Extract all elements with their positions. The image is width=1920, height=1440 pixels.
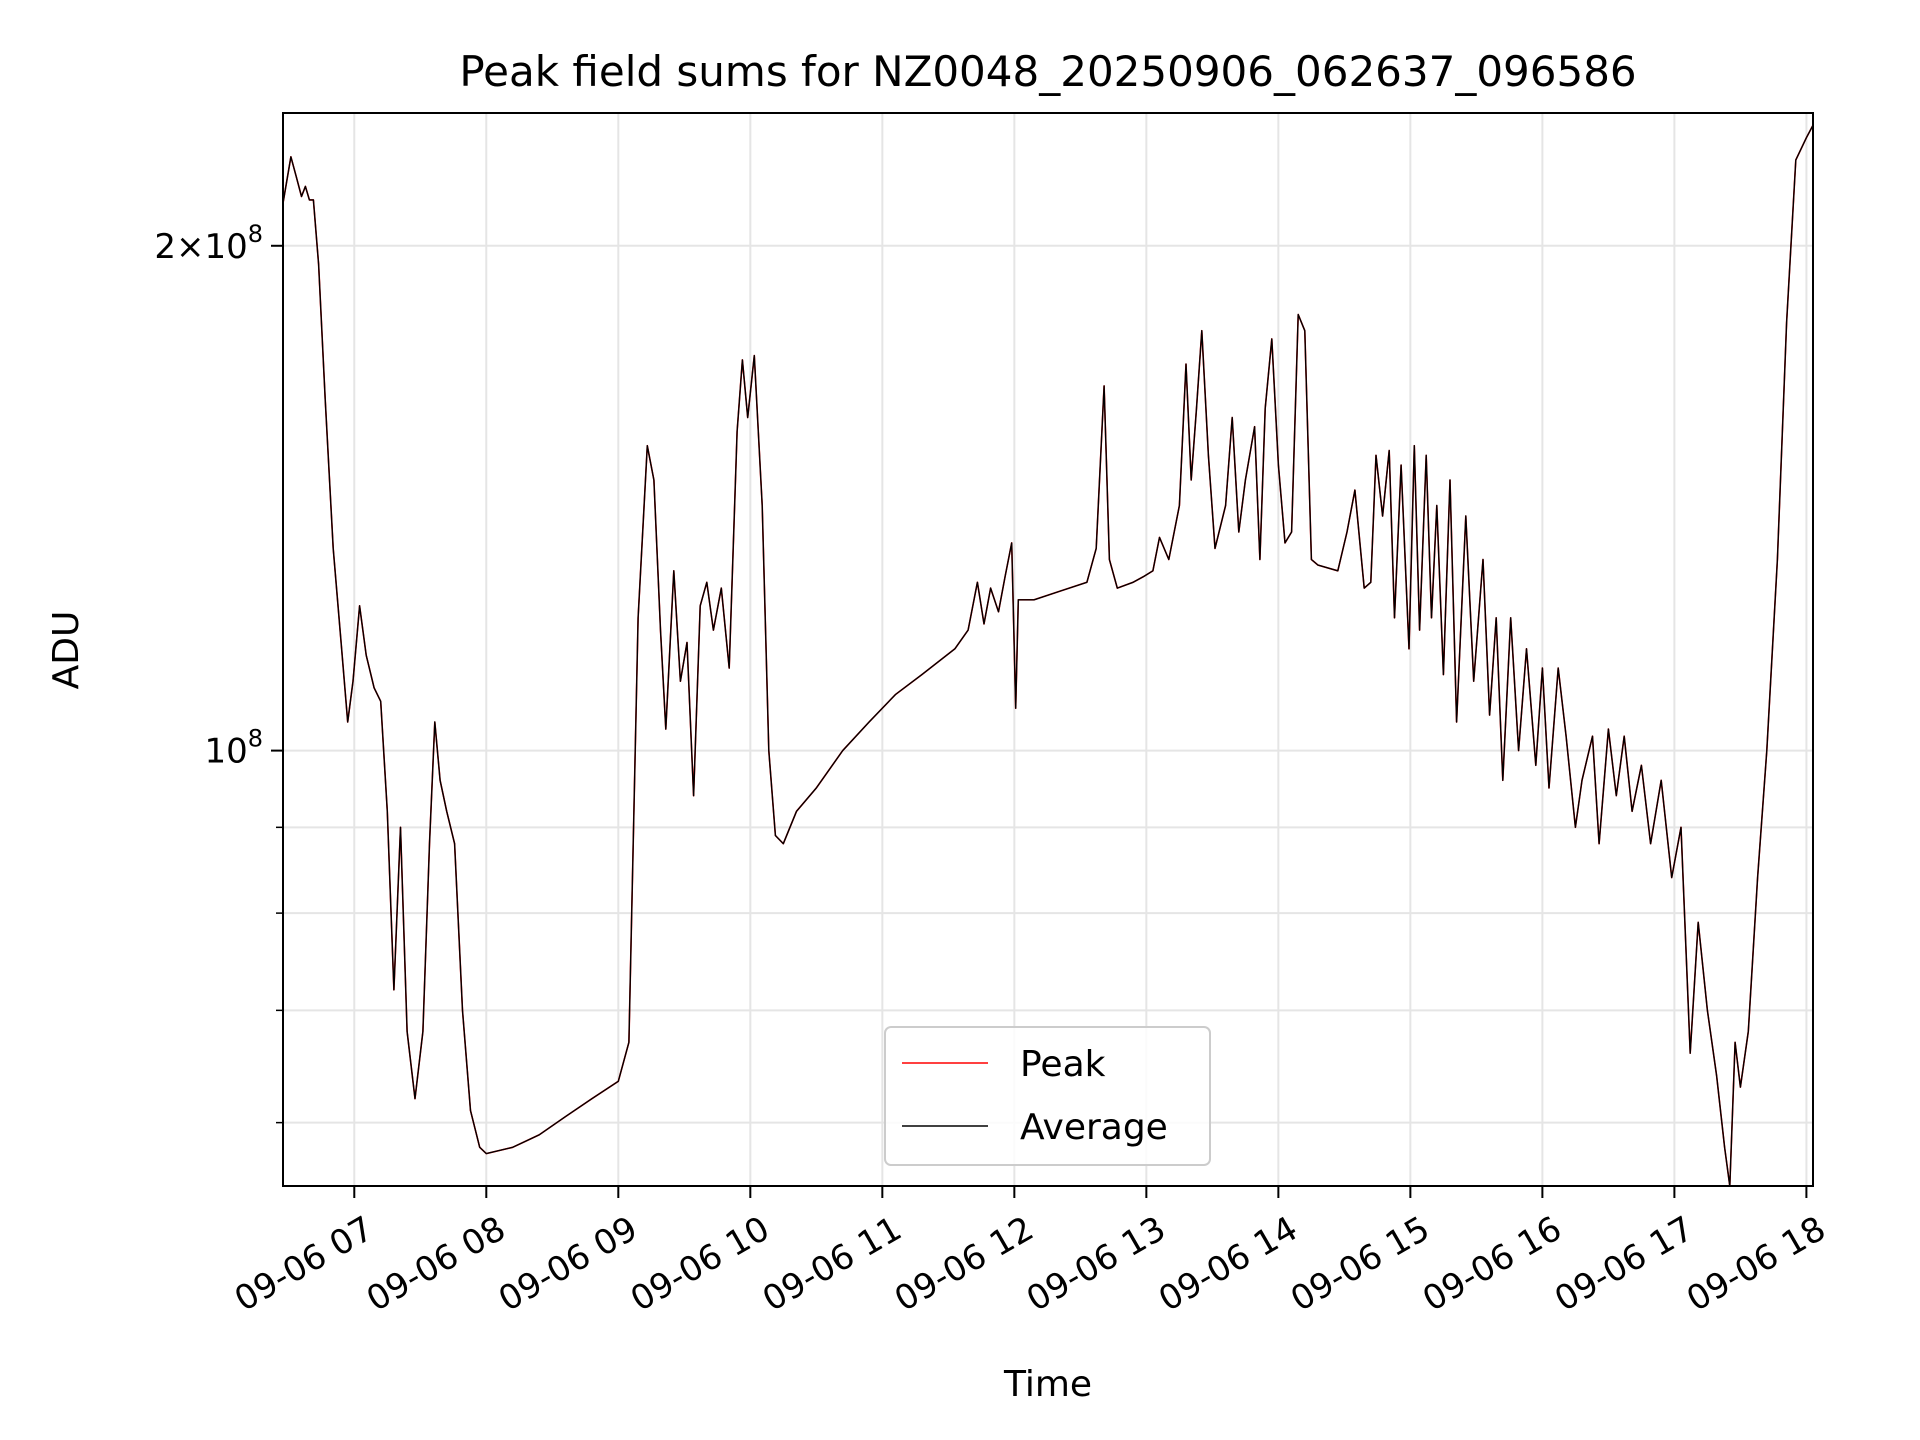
x-axis-label: Time bbox=[1003, 1364, 1092, 1405]
y-tick-mantissa: 2× bbox=[154, 227, 204, 267]
y-tick-base: 10 bbox=[204, 732, 247, 772]
plot-frame bbox=[282, 112, 1814, 1187]
y-tick-base: 10 bbox=[204, 227, 247, 267]
legend: Peak Average bbox=[884, 1026, 1211, 1166]
y-tick-exponent: 8 bbox=[248, 725, 263, 753]
chart-title: Peak field sums for NZ0048_20250906_0626… bbox=[459, 47, 1636, 96]
series-layer bbox=[282, 124, 1814, 1187]
y-tick-exponent: 8 bbox=[248, 220, 263, 248]
legend-box bbox=[884, 1026, 1211, 1166]
legend-label-peak: Peak bbox=[1020, 1044, 1106, 1085]
series-line-average bbox=[282, 124, 1814, 1187]
y-axis-label: ADU bbox=[46, 611, 87, 690]
y-tick-label: 108 bbox=[204, 725, 263, 772]
legend-label-average: Average bbox=[1020, 1107, 1168, 1148]
y-tick-label: 2×108 bbox=[154, 220, 263, 267]
